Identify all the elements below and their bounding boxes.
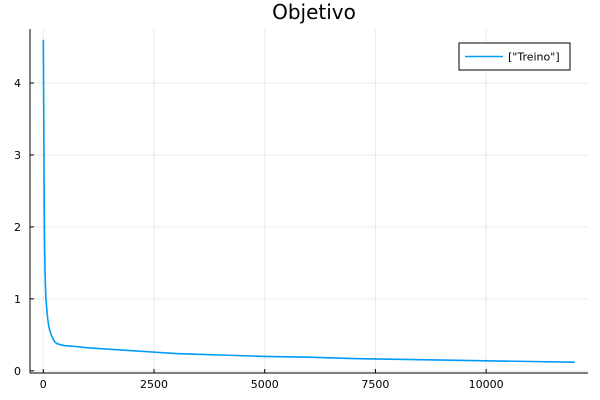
x-tick-label: 5000 bbox=[251, 378, 279, 391]
x-tick-label: 10000 bbox=[469, 378, 504, 391]
y-tick-label: 3 bbox=[14, 149, 21, 162]
x-tick-label: 7500 bbox=[361, 378, 389, 391]
legend: ["Treino"] bbox=[458, 42, 571, 71]
x-tick-label: 0 bbox=[40, 378, 47, 391]
ticks: 0 2500 5000 7500 10000 0 1 2 3 4 bbox=[14, 77, 504, 391]
series-layer bbox=[42, 39, 575, 364]
grid bbox=[30, 29, 588, 373]
y-tick-label: 2 bbox=[14, 221, 21, 234]
axes bbox=[29, 29, 588, 374]
y-tick-label: 1 bbox=[14, 293, 21, 306]
series-line-treino bbox=[42, 39, 575, 364]
legend-label-treino: ["Treino"] bbox=[508, 51, 560, 64]
y-tick-label: 0 bbox=[14, 365, 21, 378]
chart-title: Objetivo bbox=[272, 0, 356, 24]
y-tick-label: 4 bbox=[14, 77, 21, 90]
x-tick-label: 2500 bbox=[140, 378, 168, 391]
